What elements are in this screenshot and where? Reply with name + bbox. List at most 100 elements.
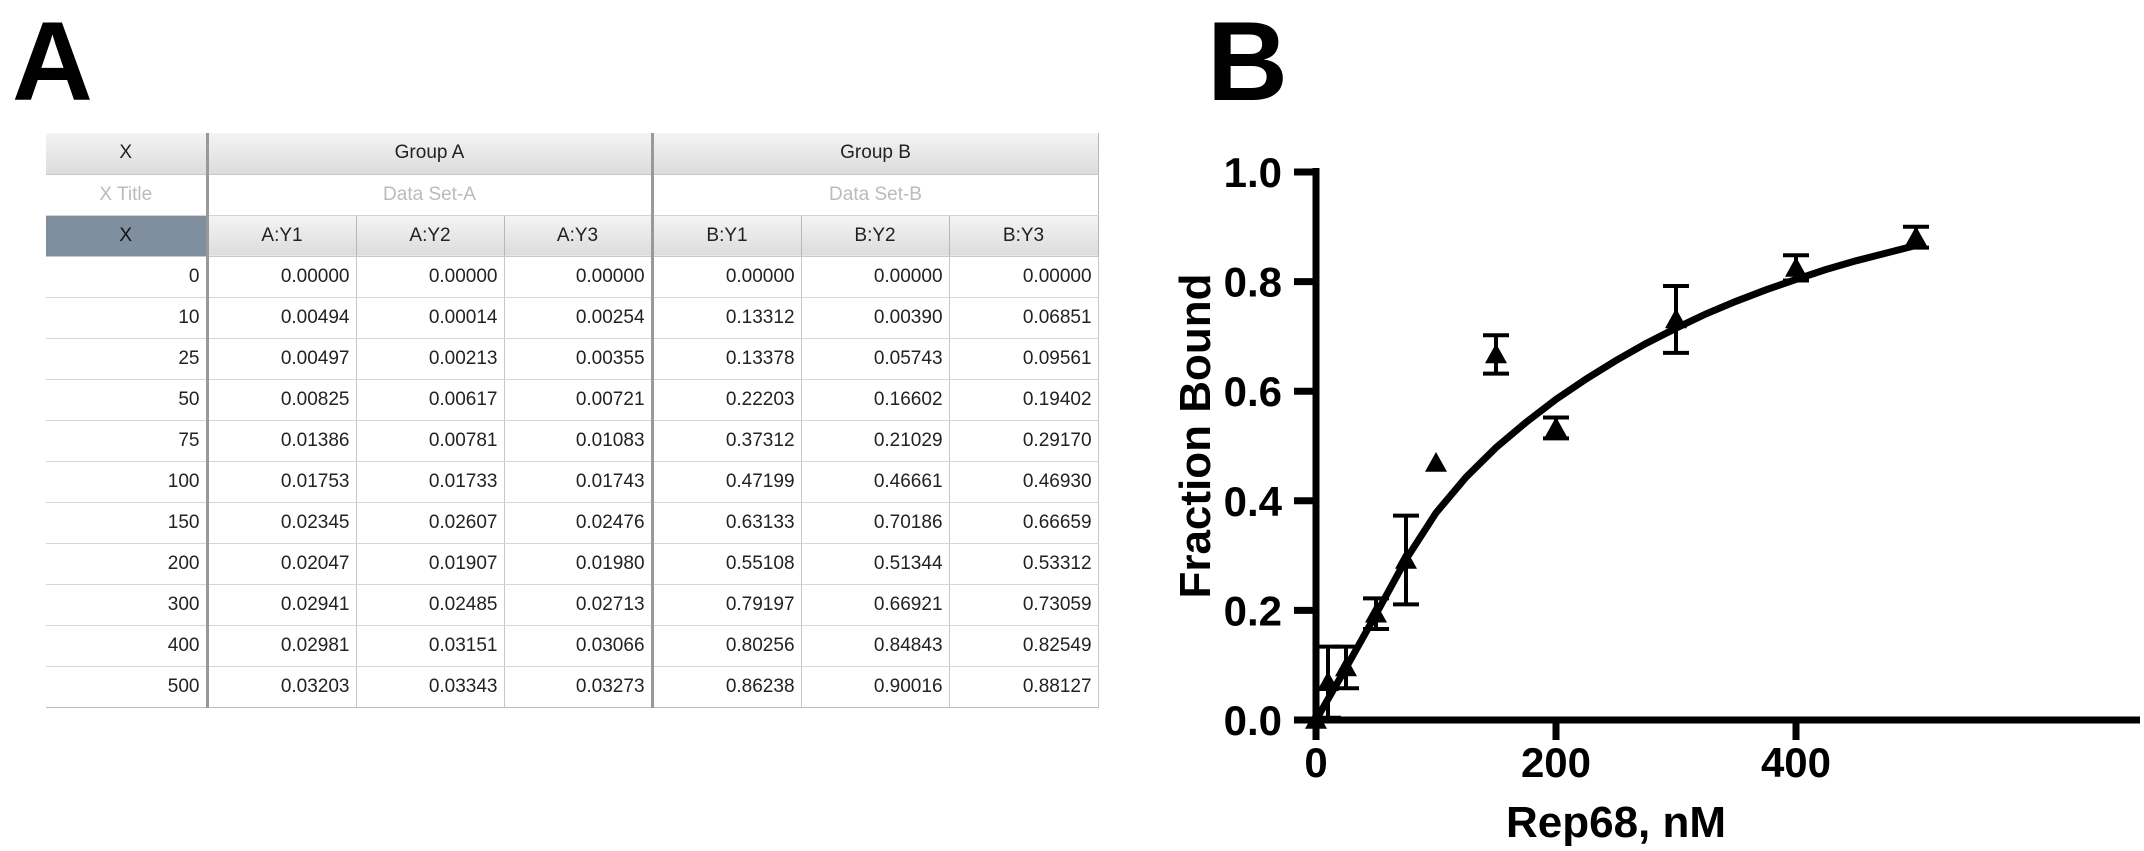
column-header[interactable]: A:Y3 bbox=[504, 215, 654, 257]
x-group-header[interactable]: X bbox=[46, 133, 209, 175]
y-value-cell[interactable]: 0.02476 bbox=[504, 502, 654, 544]
y-value-cell[interactable]: 0.00014 bbox=[356, 297, 505, 339]
y-value-cell[interactable]: 0.37312 bbox=[652, 420, 802, 462]
column-header[interactable]: B:Y1 bbox=[652, 215, 802, 257]
fit-curve bbox=[1312, 241, 1920, 724]
y-value-cell[interactable]: 0.82549 bbox=[949, 625, 1099, 667]
x-title-cell[interactable]: X Title bbox=[46, 174, 209, 216]
y-value-cell[interactable]: 0.00213 bbox=[356, 338, 505, 380]
y-value-cell[interactable]: 0.84843 bbox=[801, 625, 950, 667]
y-value-cell[interactable]: 0.63133 bbox=[652, 502, 802, 544]
y-value-cell[interactable]: 0.80256 bbox=[652, 625, 802, 667]
y-value-cell[interactable]: 0.05743 bbox=[801, 338, 950, 380]
y-value-cell[interactable]: 0.00000 bbox=[356, 256, 505, 298]
x-value-cell[interactable]: 75 bbox=[46, 420, 209, 462]
y-value-cell[interactable]: 0.55108 bbox=[652, 543, 802, 585]
data-point-triangle bbox=[1905, 226, 1927, 247]
y-value-cell[interactable]: 0.00000 bbox=[207, 256, 357, 298]
y-value-cell[interactable]: 0.86238 bbox=[652, 666, 802, 708]
y-value-cell[interactable]: 0.03066 bbox=[504, 625, 654, 667]
y-value-cell[interactable]: 0.70186 bbox=[801, 502, 950, 544]
y-tick-label: 0.0 bbox=[1224, 697, 1282, 744]
y-value-cell[interactable]: 0.00390 bbox=[801, 297, 950, 339]
x-value-cell[interactable]: 100 bbox=[46, 461, 209, 503]
data-point-triangle bbox=[1545, 416, 1567, 437]
panel-label-b: B bbox=[1207, 0, 1288, 124]
y-value-cell[interactable]: 0.29170 bbox=[949, 420, 1099, 462]
data-set-a-title[interactable]: Data Set-A bbox=[207, 174, 654, 216]
y-value-cell[interactable]: 0.13312 bbox=[652, 297, 802, 339]
y-value-cell[interactable]: 0.02713 bbox=[504, 584, 654, 626]
y-value-cell[interactable]: 0.03151 bbox=[356, 625, 505, 667]
y-value-cell[interactable]: 0.22203 bbox=[652, 379, 802, 421]
y-value-cell[interactable]: 0.01753 bbox=[207, 461, 357, 503]
y-value-cell[interactable]: 0.66659 bbox=[949, 502, 1099, 544]
y-value-cell[interactable]: 0.46930 bbox=[949, 461, 1099, 503]
y-value-cell[interactable]: 0.02485 bbox=[356, 584, 505, 626]
data-table: X Group A Group B X Title Data Set-A Dat… bbox=[46, 133, 1099, 708]
y-value-cell[interactable]: 0.66921 bbox=[801, 584, 950, 626]
y-value-cell[interactable]: 0.01743 bbox=[504, 461, 654, 503]
y-value-cell[interactable]: 0.01083 bbox=[504, 420, 654, 462]
y-value-cell[interactable]: 0.16602 bbox=[801, 379, 950, 421]
y-value-cell[interactable]: 0.01907 bbox=[356, 543, 505, 585]
x-value-cell[interactable]: 10 bbox=[46, 297, 209, 339]
y-value-cell[interactable]: 0.01980 bbox=[504, 543, 654, 585]
x-value-cell[interactable]: 25 bbox=[46, 338, 209, 380]
x-value-cell[interactable]: 400 bbox=[46, 625, 209, 667]
y-value-cell[interactable]: 0.03203 bbox=[207, 666, 357, 708]
table-row: 0 0.00000 0.00000 0.00000 0.00000 0.00000 0.00… bbox=[46, 256, 1099, 298]
y-value-cell[interactable]: 0.00000 bbox=[652, 256, 802, 298]
y-value-cell[interactable]: 0.00721 bbox=[504, 379, 654, 421]
y-tick-label: 0.2 bbox=[1224, 587, 1282, 634]
y-value-cell[interactable]: 0.13378 bbox=[652, 338, 802, 380]
column-header[interactable]: B:Y3 bbox=[949, 215, 1099, 257]
y-value-cell[interactable]: 0.02345 bbox=[207, 502, 357, 544]
table-row: 300 0.02941 0.02485 0.02713 0.79197 0.66921 0.… bbox=[46, 584, 1099, 626]
y-value-cell[interactable]: 0.47199 bbox=[652, 461, 802, 503]
data-set-b-title[interactable]: Data Set-B bbox=[652, 174, 1099, 216]
y-value-cell[interactable]: 0.06851 bbox=[949, 297, 1099, 339]
x-value-cell[interactable]: 500 bbox=[46, 666, 209, 708]
y-value-cell[interactable]: 0.01733 bbox=[356, 461, 505, 503]
y-value-cell[interactable]: 0.53312 bbox=[949, 543, 1099, 585]
group-a-header[interactable]: Group A bbox=[207, 133, 654, 175]
y-value-cell[interactable]: 0.51344 bbox=[801, 543, 950, 585]
y-value-cell[interactable]: 0.02047 bbox=[207, 543, 357, 585]
y-value-cell[interactable]: 0.46661 bbox=[801, 461, 950, 503]
x-value-cell[interactable]: 200 bbox=[46, 543, 209, 585]
y-value-cell[interactable]: 0.02941 bbox=[207, 584, 357, 626]
y-value-cell[interactable]: 0.00000 bbox=[949, 256, 1099, 298]
column-header[interactable]: A:Y2 bbox=[356, 215, 505, 257]
y-value-cell[interactable]: 0.00497 bbox=[207, 338, 357, 380]
column-header[interactable]: B:Y2 bbox=[801, 215, 950, 257]
y-value-cell[interactable]: 0.00494 bbox=[207, 297, 357, 339]
y-value-cell[interactable]: 0.73059 bbox=[949, 584, 1099, 626]
y-value-cell[interactable]: 0.09561 bbox=[949, 338, 1099, 380]
y-value-cell[interactable]: 0.90016 bbox=[801, 666, 950, 708]
y-value-cell[interactable]: 0.88127 bbox=[949, 666, 1099, 708]
y-value-cell[interactable]: 0.00000 bbox=[504, 256, 654, 298]
y-value-cell[interactable]: 0.00825 bbox=[207, 379, 357, 421]
y-value-cell[interactable]: 0.19402 bbox=[949, 379, 1099, 421]
x-value-cell[interactable]: 150 bbox=[46, 502, 209, 544]
x-value-cell[interactable]: 0 bbox=[46, 256, 209, 298]
x-column-header[interactable]: X bbox=[46, 215, 209, 257]
table-row: 200 0.02047 0.01907 0.01980 0.55108 0.51344 0.… bbox=[46, 543, 1099, 585]
x-value-cell[interactable]: 50 bbox=[46, 379, 209, 421]
y-value-cell[interactable]: 0.00254 bbox=[504, 297, 654, 339]
x-value-cell[interactable]: 300 bbox=[46, 584, 209, 626]
y-value-cell[interactable]: 0.02607 bbox=[356, 502, 505, 544]
y-value-cell[interactable]: 0.03343 bbox=[356, 666, 505, 708]
y-value-cell[interactable]: 0.00617 bbox=[356, 379, 505, 421]
y-value-cell[interactable]: 0.03273 bbox=[504, 666, 654, 708]
y-value-cell[interactable]: 0.79197 bbox=[652, 584, 802, 626]
group-b-header[interactable]: Group B bbox=[652, 133, 1099, 175]
y-value-cell[interactable]: 0.00000 bbox=[801, 256, 950, 298]
column-header[interactable]: A:Y1 bbox=[207, 215, 357, 257]
y-value-cell[interactable]: 0.02981 bbox=[207, 625, 357, 667]
y-value-cell[interactable]: 0.00355 bbox=[504, 338, 654, 380]
y-value-cell[interactable]: 0.01386 bbox=[207, 420, 357, 462]
y-value-cell[interactable]: 0.21029 bbox=[801, 420, 950, 462]
y-value-cell[interactable]: 0.00781 bbox=[356, 420, 505, 462]
